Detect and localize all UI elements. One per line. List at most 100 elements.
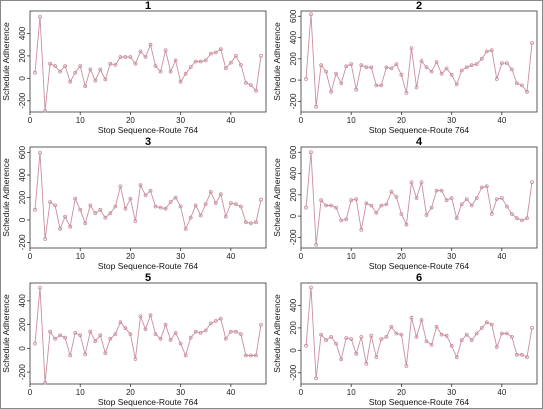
x-axis-label: Stop Sequence-Route 764 [369,125,469,135]
data-point [359,228,364,232]
data-point [349,337,354,341]
series-line [34,152,262,240]
data-point [419,318,424,322]
data-point [314,376,318,381]
data-point [314,242,318,247]
data-point [248,221,253,226]
data-point [304,343,308,348]
x-axis-label: Stop Sequence-Route 764 [98,397,198,407]
data-point [113,63,118,67]
data-point [489,48,494,53]
data-point [38,285,42,290]
x-tick-label: 20 [126,252,135,261]
data-point [98,207,103,212]
y-tick-label: -200 [289,93,298,110]
data-point [143,55,148,59]
data-point [123,326,128,331]
data-point [334,205,338,210]
data-point [218,192,223,196]
data-point [404,222,409,227]
data-point [203,58,208,63]
data-point [73,331,78,335]
data-point [384,335,389,339]
chart-title: 6 [416,272,422,284]
data-point [304,77,308,81]
x-tick-label: 0 [28,116,33,125]
data-point [499,331,504,336]
chart-panel-3: 3 0 10 20 30 40 -200 0 200 400 600 Stop Sequence-Ro… [0,136,271,272]
y-tick-label: 600 [289,9,298,23]
x-tick-label: 40 [497,116,506,125]
y-tick-label: 200 [18,49,27,63]
data-point [439,332,444,337]
y-axis-label: Schedule Adherence [1,22,11,101]
data-point [133,357,138,361]
data-point [153,204,158,209]
chart-title: 5 [145,272,151,284]
x-axis-label: Stop Sequence-Route 764 [369,397,469,407]
plot-area [29,146,267,249]
data-point [143,327,148,332]
y-tick-label: 600 [18,145,27,159]
data-point [449,343,454,348]
series-line [305,287,533,379]
data-point [525,216,529,221]
data-point [499,61,504,65]
data-point [163,322,168,327]
data-point [334,341,338,346]
x-tick-label: 30 [447,388,456,397]
data-point [128,55,133,59]
chart-panel-6: 6 0 10 20 30 40 -200 0 200 400 Stop Sequence-Route… [271,272,542,408]
data-point [43,380,47,385]
x-tick-label: 20 [397,252,406,261]
data-point [459,202,464,207]
data-point [173,195,178,200]
x-tick-label: 0 [299,116,304,125]
data-point [514,216,519,221]
data-point [133,219,138,223]
data-point [434,60,439,64]
data-point [509,212,514,216]
data-point [168,69,173,74]
data-point [409,46,414,51]
data-point [223,214,228,219]
data-point [324,338,328,343]
data-point [68,353,73,358]
data-point [183,227,188,231]
data-point [38,150,42,155]
data-point [359,335,364,339]
data-point [108,211,113,216]
x-tick-label: 10 [347,388,356,397]
data-point [183,353,188,358]
data-point [329,89,333,94]
y-tick-label: 0 [18,76,27,81]
data-point [158,336,163,341]
data-point [198,213,203,218]
x-tick-label: 10 [347,252,356,261]
data-point [429,205,434,210]
data-point [324,69,328,74]
data-point [374,83,379,88]
data-point [183,71,188,76]
data-point [389,324,394,329]
x-tick-label: 10 [76,116,85,125]
data-point [58,227,62,231]
data-point [379,203,384,208]
data-point [474,62,479,67]
x-tick-label: 40 [226,388,235,397]
data-point [254,220,258,225]
data-point [53,64,57,68]
y-tick-label: 200 [18,317,27,331]
data-point [78,207,83,212]
x-tick-label: 40 [497,252,506,261]
x-tick-label: 20 [397,388,406,397]
data-point [193,329,198,334]
x-tick-label: 10 [76,388,85,397]
data-point [309,12,313,17]
data-point [439,188,444,193]
data-point [449,196,454,200]
data-point [223,66,228,71]
y-axis-label: Schedule Adherence [272,158,282,237]
